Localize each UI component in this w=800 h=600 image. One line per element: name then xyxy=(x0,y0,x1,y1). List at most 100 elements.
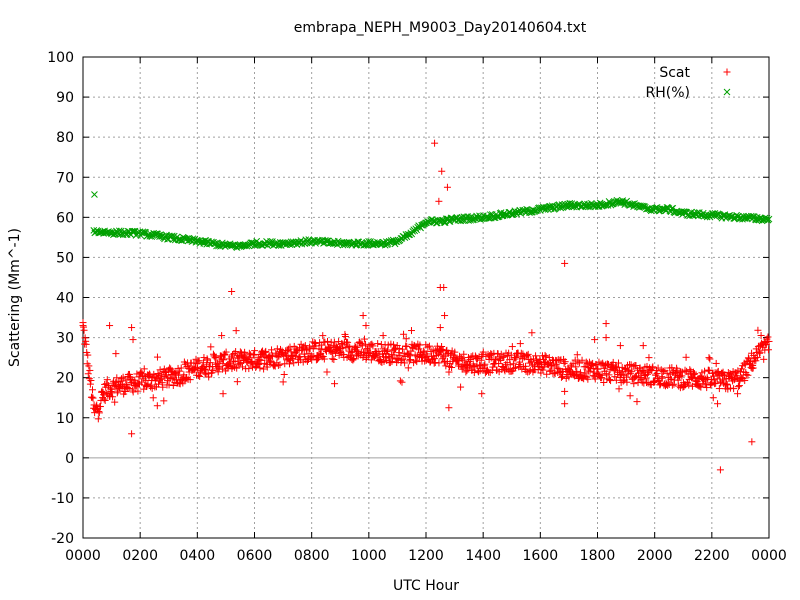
series-rh-points xyxy=(90,191,773,251)
data-point-scat xyxy=(344,338,352,346)
data-point-scat xyxy=(200,365,208,373)
data-point-rh xyxy=(604,202,612,209)
data-point-scat xyxy=(642,379,650,387)
data-point-scat xyxy=(218,365,226,373)
data-point-scat xyxy=(320,355,328,363)
data-point-scat xyxy=(244,359,252,367)
data-point-scat xyxy=(561,358,569,366)
data-point-scat xyxy=(134,387,142,395)
legend-marker-rh xyxy=(723,88,731,96)
data-point-scat xyxy=(553,364,561,372)
outlier-point-scat xyxy=(602,334,610,342)
outlier-point-scat xyxy=(128,324,136,332)
outlier-point-scat xyxy=(561,259,569,267)
data-point-scat xyxy=(479,348,487,356)
data-point-scat xyxy=(623,378,631,386)
data-point-scat xyxy=(715,385,723,393)
data-point-scat xyxy=(207,343,215,351)
data-point-scat xyxy=(285,360,293,368)
data-point-scat xyxy=(233,364,241,372)
data-point-scat xyxy=(269,352,277,360)
data-point-scat xyxy=(756,349,764,357)
y-tick-label: 20 xyxy=(56,371,74,387)
data-point-scat xyxy=(673,366,681,374)
data-point-scat xyxy=(280,370,288,378)
outlier-point-scat xyxy=(445,404,453,412)
data-point-rh xyxy=(145,231,153,238)
data-point-scat xyxy=(168,375,176,383)
data-point-scat xyxy=(467,353,475,361)
data-point-scat xyxy=(372,352,380,360)
data-point-scat xyxy=(215,362,223,370)
data-point-scat xyxy=(640,372,648,380)
data-point-scat xyxy=(123,384,131,392)
data-point-rh xyxy=(515,208,523,216)
data-point-scat xyxy=(339,344,347,352)
data-point-scat xyxy=(197,368,205,376)
data-point-scat xyxy=(85,375,93,383)
data-point-scat xyxy=(268,346,276,354)
data-point-scat xyxy=(398,378,406,386)
outlier-point-scat xyxy=(228,287,236,295)
data-point-scat xyxy=(395,349,403,357)
outlier-point-scat xyxy=(379,332,387,340)
data-point-scat xyxy=(663,369,671,377)
outlier-point-rh xyxy=(91,191,98,198)
data-point-scat xyxy=(396,377,404,385)
data-point-scat xyxy=(404,364,412,372)
data-point-scat xyxy=(571,372,579,380)
data-point-rh xyxy=(659,205,667,213)
data-point-scat xyxy=(396,352,404,360)
y-tick-label: -10 xyxy=(51,491,74,507)
data-point-scat xyxy=(492,355,500,363)
data-point-scat xyxy=(398,345,406,353)
data-point-scat xyxy=(319,332,327,340)
data-point-scat xyxy=(734,383,742,391)
data-point-scat xyxy=(252,363,260,371)
data-point-scat xyxy=(598,371,606,379)
data-point-scat xyxy=(95,408,103,416)
data-point-scat xyxy=(111,398,119,406)
data-point-scat xyxy=(215,364,223,372)
data-point-scat xyxy=(278,349,286,357)
data-point-scat xyxy=(594,365,602,373)
data-point-scat xyxy=(88,393,96,401)
y-tick-label: 70 xyxy=(56,170,74,186)
data-point-scat xyxy=(714,367,722,375)
data-point-scat xyxy=(87,377,95,385)
data-point-scat xyxy=(654,364,662,372)
data-point-scat xyxy=(631,373,639,381)
data-point-rh xyxy=(761,214,769,222)
data-point-scat xyxy=(451,348,459,356)
data-point-scat xyxy=(108,385,116,393)
data-point-scat xyxy=(500,353,508,361)
data-point-scat xyxy=(481,360,489,368)
outlier-point-scat xyxy=(438,167,446,175)
data-point-scat xyxy=(138,378,146,386)
data-point-scat xyxy=(382,353,390,361)
data-point-scat xyxy=(582,363,590,371)
data-point-scat xyxy=(612,376,620,384)
data-point-scat xyxy=(152,373,160,381)
data-point-scat xyxy=(129,388,137,396)
x-tick-label: 0200 xyxy=(122,548,158,564)
data-point-scat xyxy=(652,371,660,379)
data-point-scat xyxy=(386,359,394,367)
data-point-scat xyxy=(573,367,581,375)
data-point-scat xyxy=(196,372,204,380)
data-point-scat xyxy=(457,383,465,391)
data-point-scat xyxy=(290,359,298,367)
data-point-scat xyxy=(633,398,641,406)
data-point-scat xyxy=(286,343,294,351)
x-tick-label: 0400 xyxy=(180,548,216,564)
data-point-scat xyxy=(395,344,403,352)
data-point-scat xyxy=(581,369,589,377)
data-point-scat xyxy=(255,355,263,363)
data-point-scat xyxy=(560,359,568,367)
data-point-scat xyxy=(157,374,165,382)
data-point-scat xyxy=(572,363,580,371)
y-tick-label: 80 xyxy=(56,130,74,146)
data-point-scat xyxy=(705,366,713,374)
